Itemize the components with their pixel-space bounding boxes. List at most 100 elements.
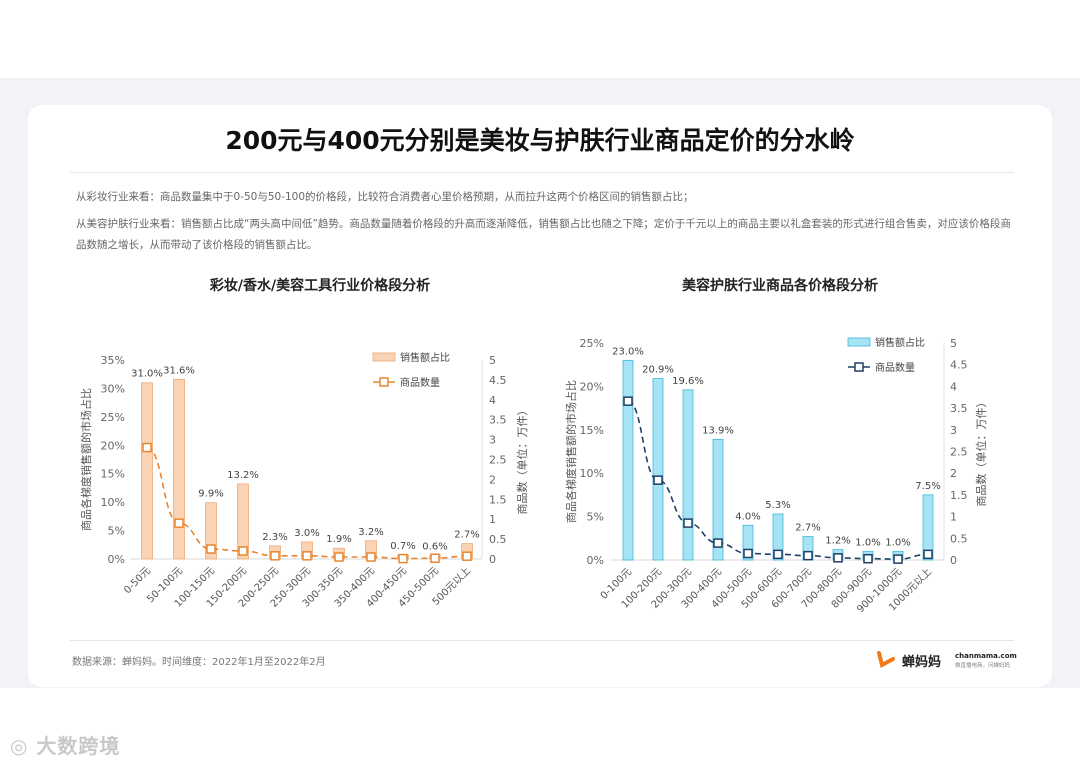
y-tick-label: 0% — [108, 553, 125, 566]
data-label: 3.0% — [294, 528, 319, 539]
paragraph-skincare: 从美容护肤行业来看：销售额占比成“两头高中间低”趋势。商品数量随着价格段的升高而… — [76, 218, 1011, 251]
line-marker — [653, 475, 663, 485]
data-label: 1.0% — [885, 537, 910, 548]
data-label: 1.0% — [855, 537, 880, 548]
brand-site: chanmama.com — [955, 651, 1017, 660]
y2-tick-label: 4.5 — [950, 359, 968, 372]
data-label: 2.7% — [454, 530, 479, 541]
y2-tick-label: 0 — [489, 553, 496, 566]
y2-tick-label: 5 — [950, 337, 957, 350]
data-source: 数据来源：蝉妈妈。时间维度：2022年1月至2022年2月 — [72, 657, 326, 668]
line-marker — [683, 518, 693, 528]
bar — [772, 513, 784, 561]
line-marker — [863, 553, 873, 564]
y2-tick-label: 2.5 — [950, 446, 968, 459]
data-label: 5.3% — [765, 500, 790, 511]
data-label: 23.0% — [612, 346, 644, 357]
y-tick-label: 5% — [587, 511, 604, 524]
data-label: 20.9% — [642, 365, 674, 376]
y2-tick-label: 1.5 — [489, 493, 507, 506]
cicada-logo-icon — [877, 651, 895, 668]
y2-tick-label: 0.5 — [489, 533, 507, 546]
y2-axis-title: 商品数（单位：万件） — [974, 397, 988, 507]
legend-bar-swatch — [372, 352, 396, 362]
y-tick-label: 15% — [101, 468, 125, 481]
line-marker — [174, 518, 184, 528]
line-marker — [270, 551, 280, 561]
legend-bar-label: 销售额占比 — [875, 336, 925, 349]
line-marker — [366, 552, 376, 562]
legend-line-label: 商品数量 — [875, 361, 915, 374]
bar — [141, 382, 153, 560]
chanmama-logo: 蝉妈妈 chanmama.com 做直播电商，问蝉妈妈 — [876, 650, 1017, 670]
data-label: 1.9% — [326, 534, 351, 545]
bar — [712, 438, 724, 561]
bar — [922, 494, 934, 561]
y2-axis-title: 商品数（单位：万件） — [515, 405, 529, 515]
line-marker — [142, 442, 152, 453]
y-tick-label: 15% — [580, 424, 604, 437]
data-label: 31.6% — [163, 365, 195, 376]
y-tick-label: 20% — [580, 380, 604, 393]
y-axis-title: 商品各梯度销售额的市场占比 — [564, 380, 578, 523]
data-label: 13.9% — [702, 425, 734, 436]
line-marker — [833, 553, 843, 563]
data-label: 31.0% — [131, 369, 163, 380]
legend-bar-swatch — [847, 337, 871, 347]
y2-tick-label: 3.5 — [950, 402, 968, 415]
line-marker — [238, 546, 248, 556]
line-marker — [773, 549, 783, 560]
y2-tick-label: 4.5 — [489, 374, 507, 387]
y-tick-label: 5% — [108, 525, 125, 538]
line-marker — [923, 549, 933, 560]
data-label: 2.3% — [262, 532, 287, 543]
data-label: 13.2% — [227, 470, 259, 481]
y-tick-label: 0% — [587, 554, 604, 567]
line-marker — [398, 553, 408, 564]
data-label: 0.7% — [390, 541, 415, 552]
bar — [205, 502, 217, 560]
data-label: 4.0% — [735, 511, 760, 522]
line-marker — [713, 538, 723, 548]
line-marker — [743, 548, 753, 559]
y-tick-label: 25% — [101, 411, 125, 424]
bar — [682, 389, 694, 561]
y-tick-label: 10% — [101, 496, 125, 509]
y2-tick-label: 2.5 — [489, 454, 507, 467]
bar — [173, 378, 185, 560]
y2-tick-label: 3 — [950, 424, 957, 437]
series-line — [627, 400, 929, 560]
footer-divider — [70, 640, 1014, 641]
bar — [742, 524, 754, 561]
legend-line-marker — [379, 377, 389, 387]
y2-tick-label: 2 — [950, 467, 957, 480]
y2-tick-label: 3.5 — [489, 414, 507, 427]
line-marker — [430, 553, 440, 563]
y2-tick-label: 3 — [489, 434, 496, 447]
line-marker — [623, 396, 633, 406]
data-label: 19.6% — [672, 376, 704, 387]
y2-tick-label: 2 — [489, 473, 496, 486]
y2-tick-label: 1 — [489, 513, 496, 526]
page-title: 200元与400元分别是美妆与护肤行业商品定价的分水岭 — [225, 126, 855, 155]
x-tick-label: 0-50元 — [122, 565, 153, 596]
y2-tick-label: 1.5 — [950, 489, 968, 502]
y-tick-label: 10% — [580, 467, 604, 480]
data-label: 9.9% — [198, 489, 223, 500]
line-marker — [334, 552, 344, 562]
y-tick-label: 30% — [101, 382, 125, 395]
y-tick-label: 20% — [101, 439, 125, 452]
y-tick-label: 25% — [580, 337, 604, 350]
chart-title-right: 美容护肤行业商品各价格段分析 — [682, 278, 878, 294]
data-label: 7.5% — [915, 481, 940, 492]
line-marker — [893, 554, 903, 564]
bar — [237, 483, 249, 560]
y2-tick-label: 5 — [489, 354, 496, 367]
data-label: 1.2% — [825, 536, 850, 547]
line-marker — [206, 544, 216, 554]
bar — [622, 359, 634, 561]
brand-name: 蝉妈妈 — [902, 654, 942, 670]
brand-slogan: 做直播电商，问蝉妈妈 — [955, 662, 1011, 669]
line-marker — [302, 551, 312, 561]
